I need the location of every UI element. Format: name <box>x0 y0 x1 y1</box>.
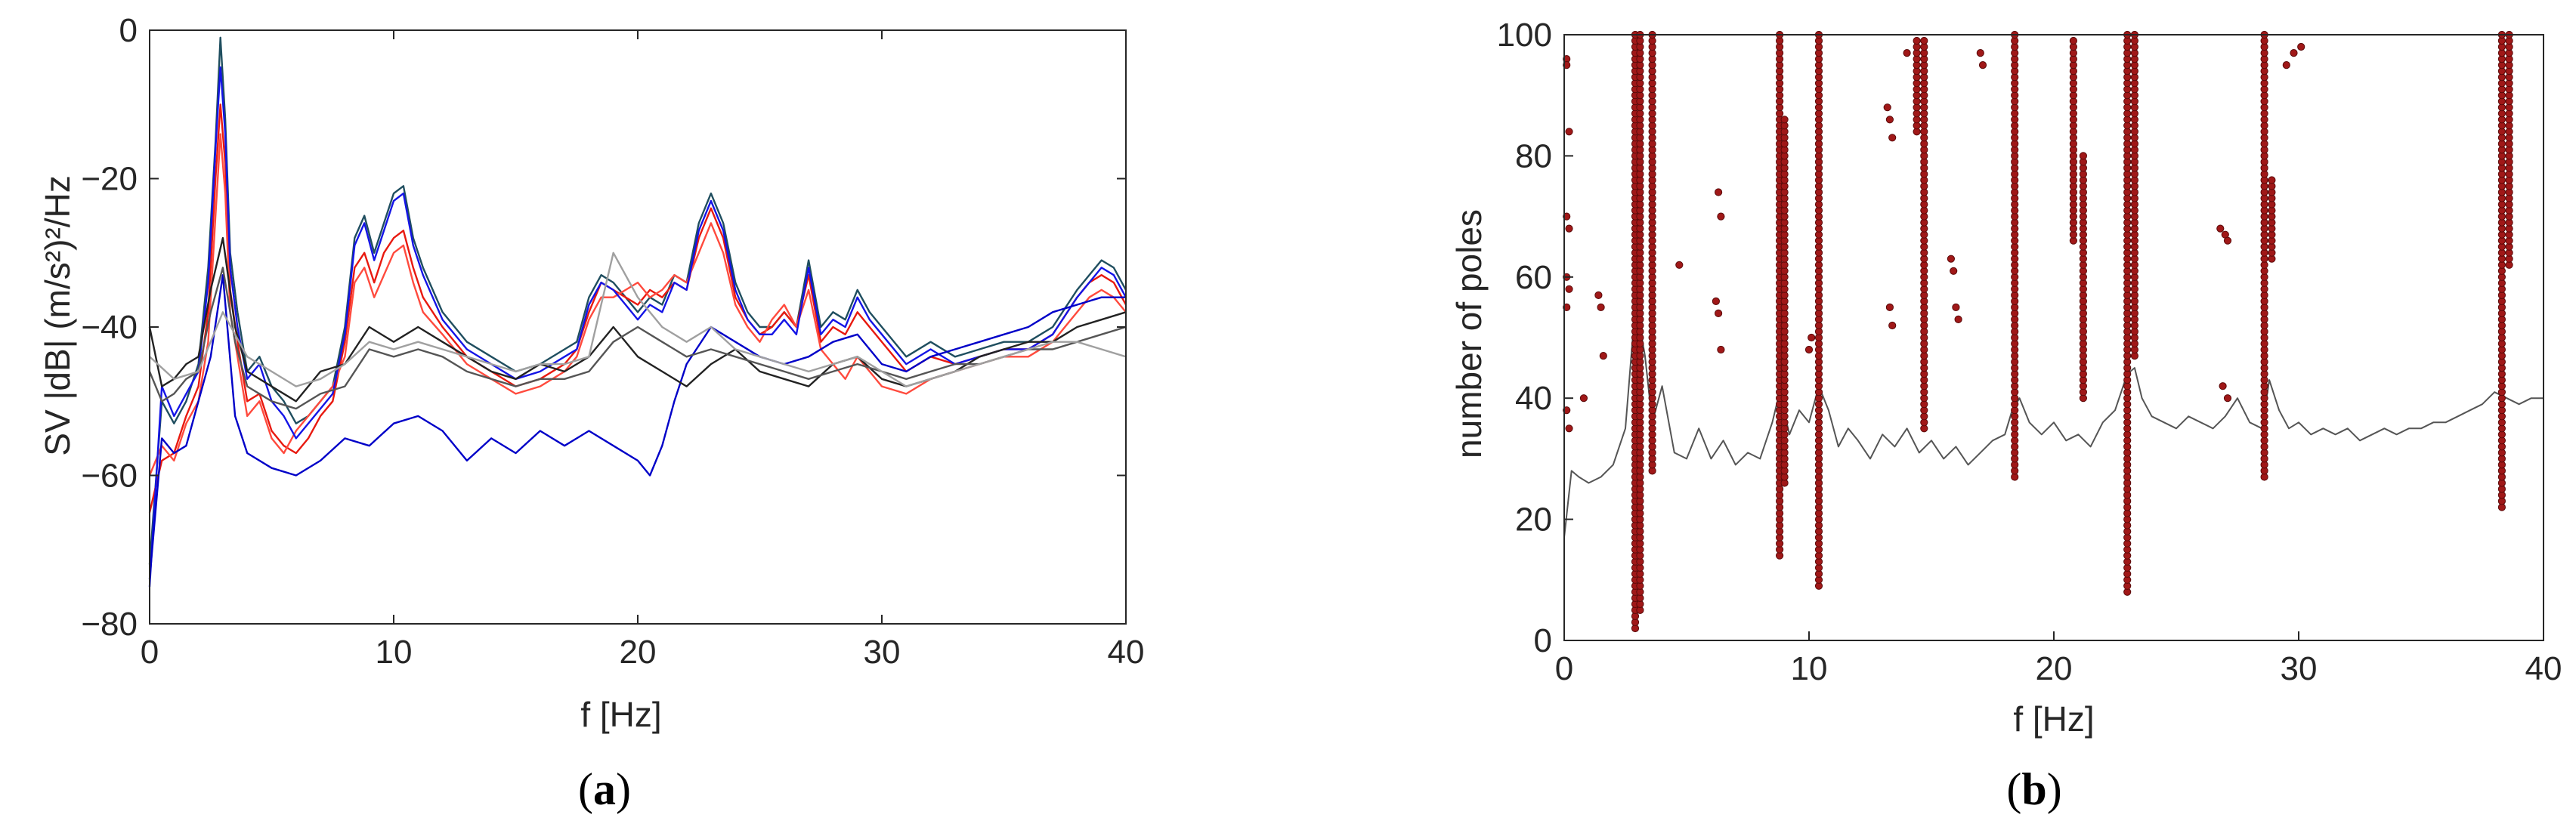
chart-a-y-tick-label: 0 <box>119 12 138 49</box>
chart-b-pole-point <box>2223 236 2232 245</box>
chart-b-x-axis-label: f [Hz] <box>2013 699 2094 739</box>
chart-b-pole-point <box>1808 333 1816 342</box>
chart-a-x-tick-label: 10 <box>376 634 413 671</box>
chart-a-series-group <box>148 36 1127 587</box>
chart-a-line-spectra: 0 10 20 30 40 0 −20 −40 −60 −80 f [Hz] SV |dB| (… <box>38 12 1144 814</box>
chart-b-pole-point <box>1717 345 1725 354</box>
chart-a-series-line-5 <box>148 274 1126 580</box>
chart-b-pole-point <box>1885 303 1894 311</box>
chart-a-series-line-4 <box>148 66 1127 587</box>
chart-a-series-line-3 <box>148 133 1127 476</box>
chart-b-pole-point <box>2223 394 2232 403</box>
chart-b-pole-point <box>1885 116 1894 124</box>
chart-b-y-tick-label: 80 <box>1515 137 1552 174</box>
chart-b-y-tick-labels: 0 20 40 60 80 100 <box>1497 17 1552 659</box>
chart-a-series-line-1 <box>148 36 1127 565</box>
chart-b-y-tick-label: 100 <box>1497 17 1552 54</box>
chart-a-series-line-7 <box>148 267 1127 410</box>
chart-b-x-tick-label: 30 <box>2281 650 2318 687</box>
chart-a-x-tick-label: 20 <box>620 634 657 671</box>
chart-b-pole-point <box>1712 297 1720 305</box>
chart-a-panel-close: ) <box>616 764 631 814</box>
chart-b-pole-point <box>1903 49 1911 57</box>
chart-a-axes <box>149 29 1127 625</box>
chart-b-pole-point <box>1954 315 1962 323</box>
chart-b-panel-label: (b) <box>2006 764 2061 814</box>
chart-b-pole-point <box>2219 382 2227 390</box>
chart-b-y-tick-label: 0 <box>1534 622 1552 659</box>
chart-b-pole-point <box>1565 224 1573 233</box>
chart-b-panel-letter: b <box>2021 764 2046 814</box>
chart-a-series-line-2 <box>148 103 1127 513</box>
chart-b-y-axis-label: number of poles <box>1449 209 1489 458</box>
chart-b-pole-point <box>2079 152 2087 160</box>
chart-b-pole-point <box>1950 267 1958 275</box>
chart-b-x-tick-labels: 0 10 20 30 40 <box>1555 650 2562 687</box>
chart-b-pole-point <box>1597 303 1605 311</box>
chart-b-axes <box>1563 34 2544 641</box>
chart-b-pole-point <box>1952 303 1960 311</box>
chart-b-pole-point <box>1594 291 1603 299</box>
chart-b-pole-point <box>2282 61 2290 69</box>
chart-b-pole-point <box>2297 42 2305 51</box>
chart-b-pole-point <box>1565 128 1573 136</box>
chart-b-pole-point <box>1888 134 1897 142</box>
chart-b-x-tick-label: 40 <box>2525 650 2562 687</box>
chart-a-panel-open: ( <box>578 764 593 814</box>
chart-b-x-tick-label: 0 <box>1555 650 1573 687</box>
chart-a-x-tick-labels: 0 10 20 30 40 <box>141 634 1145 671</box>
chart-b-plot-frame <box>1563 34 2544 641</box>
chart-b-pole-point <box>1947 255 1955 263</box>
chart-a-x-tick-label: 0 <box>141 634 159 671</box>
chart-b-pole-point <box>2216 224 2225 233</box>
chart-a-x-tick-label: 30 <box>864 634 901 671</box>
chart-a-x-axis-label: f [Hz] <box>580 695 661 734</box>
chart-b-pole-point <box>2268 176 2276 184</box>
chart-b-pole-point <box>1715 188 1723 196</box>
chart-b-x-tick-label: 10 <box>1791 650 1828 687</box>
chart-b-pole-point <box>1978 61 1987 69</box>
chart-a-series-line-8 <box>149 251 1127 387</box>
chart-a-panel-label: (a) <box>578 764 631 814</box>
chart-b-overlay-spectrum-group <box>1563 312 2544 538</box>
chart-b-pole-point <box>1976 49 1984 57</box>
chart-a-panel-letter: a <box>593 764 616 814</box>
chart-b-pole-point <box>1888 321 1897 330</box>
chart-a-y-tick-label: −60 <box>81 458 138 495</box>
chart-a-y-axis-label: SV |dB| (m/s²)²/Hz <box>38 175 77 455</box>
chart-b-pole-point <box>1717 212 1725 221</box>
chart-b-pole-point <box>1913 36 1921 45</box>
chart-b-panel-open: ( <box>2006 764 2021 814</box>
chart-b-pole-point <box>1565 285 1573 293</box>
chart-a-y-tick-labels: 0 −20 −40 −60 −80 <box>81 12 138 643</box>
chart-b-overlay-spectrum-line <box>1563 312 2544 538</box>
chart-b-pole-point <box>1883 103 1891 112</box>
chart-b-pole-point <box>1675 261 1684 269</box>
chart-b-pole-point <box>1579 394 1588 403</box>
chart-a-y-tick-label: −20 <box>81 161 138 198</box>
chart-b-pole-point <box>1599 352 1607 360</box>
chart-b-pole-point <box>1565 424 1573 433</box>
chart-b-pole-point <box>1780 116 1789 124</box>
chart-b-pole-point <box>1715 309 1723 317</box>
chart-b-pole-point <box>2069 36 2077 45</box>
chart-b-pole-point <box>1920 36 1928 45</box>
chart-b-pole-point <box>1804 345 1814 354</box>
chart-b-y-tick-label: 60 <box>1515 259 1552 296</box>
chart-b-stabilization-diagram: 0 10 20 30 40 0 20 40 60 80 100 f [Hz] number of … <box>1449 17 2562 814</box>
chart-b-poles-group <box>1563 30 2513 633</box>
chart-b-panel-close: ) <box>2047 764 2062 814</box>
chart-b-y-tick-label: 20 <box>1515 501 1552 538</box>
chart-a-y-tick-label: −80 <box>81 606 138 643</box>
chart-a-y-tick-label: −40 <box>81 309 138 346</box>
chart-b-pole-point <box>2290 49 2298 57</box>
chart-b-x-tick-label: 20 <box>2036 650 2073 687</box>
chart-b-y-tick-label: 40 <box>1515 380 1552 417</box>
chart-a-x-tick-label: 40 <box>1108 634 1145 671</box>
